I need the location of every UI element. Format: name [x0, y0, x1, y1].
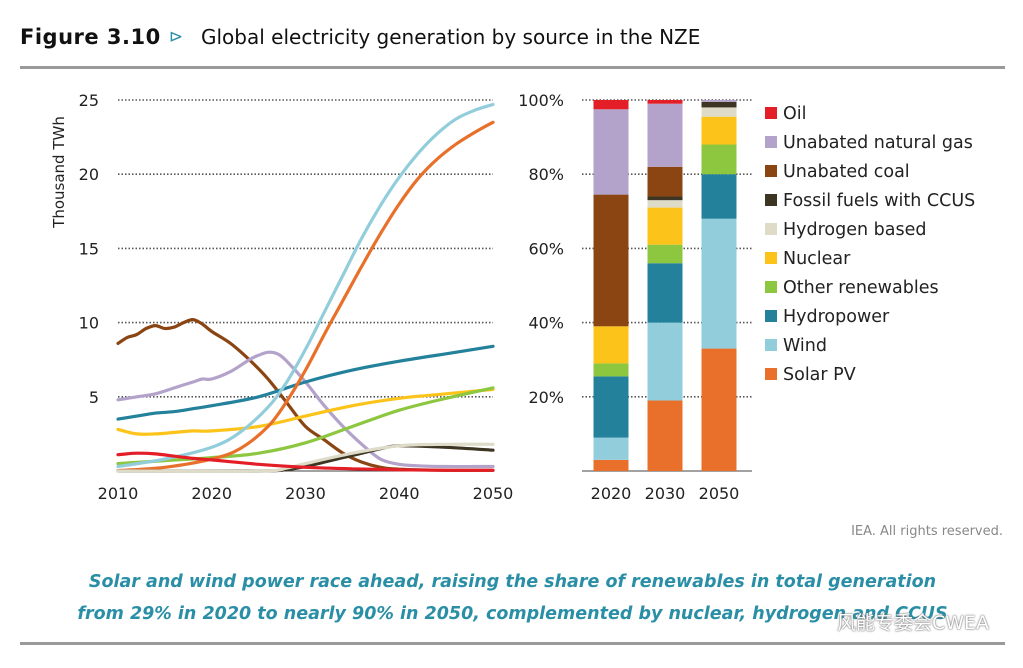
x-tick-label: 2030	[285, 484, 326, 503]
x-tick-label: 2020	[591, 484, 632, 503]
triangle-arrow-icon: ⊳	[168, 27, 183, 47]
bar-segment-2050-nuclear	[701, 116, 737, 145]
bar-segment-2050-hydropower	[701, 174, 737, 219]
line-series-solar-pv	[116, 120, 495, 473]
legend-label: Hydropower	[783, 307, 890, 327]
bar-segment-2030-nuclear	[647, 207, 683, 245]
stacked-bar-chart: 20% 40% 60% 80% 100% 2020 2030 2050	[518, 91, 752, 503]
legend-label: Unabated coal	[783, 162, 910, 182]
y-tick-label: 80%	[528, 165, 564, 184]
chart-legend: Oil Unabated natural gas Unabated coal Foss…	[765, 104, 975, 385]
legend-item-fossil-fuels-with-ccus: Fossil fuels with CCUS	[765, 191, 975, 211]
caption-line-2: from 29% in 2020 to nearly 90% in 2050, …	[77, 604, 948, 624]
legend-label: Other renewables	[783, 278, 939, 298]
legend-item-unabated-natural-gas: Unabated natural gas	[765, 133, 973, 153]
legend-swatch	[765, 194, 777, 206]
legend-swatch	[765, 368, 777, 380]
caption-line-1: Solar and wind power race ahead, raising…	[88, 572, 937, 592]
bar-segment-2030-unabated-coal	[647, 166, 683, 197]
y-tick-label: 60%	[528, 239, 564, 258]
x-tick-label: 2050	[699, 484, 740, 503]
bar-segment-2030-unabated-natural-gas	[647, 103, 683, 167]
bar-segment-2030-wind	[647, 322, 683, 401]
legend-label: Wind	[783, 336, 827, 356]
legend-item-other-renewables: Other renewables	[765, 278, 939, 298]
y-tick-label: 15	[79, 239, 99, 258]
figure-label: Figure 3.10	[20, 25, 161, 49]
figure-header: Figure 3.10 ⊳ Global electricity generat…	[20, 20, 700, 54]
bar-segment-2020-unabated-coal	[593, 194, 629, 327]
legend-swatch	[765, 136, 777, 148]
line-series-other-renewables	[116, 386, 495, 466]
bar-segment-2020-solar-pv	[593, 459, 629, 471]
bar-segment-2050-wind	[701, 218, 737, 349]
bar-segment-2050-fossil-fuels-with-ccus	[701, 101, 737, 108]
bar-segment-2030-oil	[647, 100, 683, 104]
figure-title: Global electricity generation by source …	[201, 25, 701, 49]
legend-item-hydropower: Hydropower	[765, 307, 890, 327]
legend-label: Unabated natural gas	[783, 133, 973, 153]
legend-swatch	[765, 281, 777, 293]
bar-segment-2020-nuclear	[593, 326, 629, 364]
bar-segment-2020-other-renewables	[593, 363, 629, 377]
bar-segment-2030-fossil-fuels-with-ccus	[647, 196, 683, 201]
y-tick-label: 40%	[528, 314, 564, 333]
bar-segment-2050-other-renewables	[701, 144, 737, 175]
y-tick-label: 100%	[518, 91, 564, 110]
bar-segment-2020-wind	[593, 437, 629, 460]
bar-segment-2030-hydropower	[647, 263, 683, 323]
y-tick-label: 20	[79, 165, 99, 184]
x-tick-label: 2050	[473, 484, 514, 503]
legend-swatch	[765, 339, 777, 351]
legend-swatch	[765, 310, 777, 322]
legend-label: Nuclear	[783, 249, 851, 269]
legend-item-oil: Oil	[765, 104, 807, 124]
line-series-unabated-natural-gas	[116, 350, 495, 469]
y-tick-label: 20%	[528, 388, 564, 407]
bottom-divider	[20, 642, 1005, 645]
y-tick-label: 10	[79, 314, 99, 333]
x-tick-label: 2010	[98, 484, 139, 503]
legend-item-solar-pv: Solar PV	[765, 365, 856, 385]
legend-item-hydrogen-based: Hydrogen based	[765, 220, 927, 240]
legend-swatch	[765, 223, 777, 235]
y-tick-label: 25	[79, 91, 99, 110]
line-series-nuclear	[116, 387, 495, 436]
line-series-hydrogen-based	[116, 442, 495, 473]
line-series-unabated-coal	[116, 317, 495, 472]
line-series-oil	[116, 451, 495, 472]
figure-caption: Solar and wind power race ahead, raising…	[20, 566, 1005, 630]
legend-item-wind: Wind	[765, 336, 827, 356]
copyright-note: IEA. All rights reserved.	[851, 524, 1003, 539]
line-series-hydropower	[116, 344, 495, 421]
line-chart: 5 10 15 20 25 2010 2020 2030 2040 2050 Thousand TW…	[50, 91, 513, 503]
bar-segment-2020-hydropower	[593, 376, 629, 438]
top-divider	[20, 66, 1005, 69]
watermark: 风能专委会CWEA	[836, 612, 989, 634]
bar-segment-2030-solar-pv	[647, 400, 683, 471]
y-axis-label: Thousand TWh	[50, 116, 68, 229]
legend-label: Solar PV	[783, 365, 856, 385]
bar-segment-2050-solar-pv	[701, 348, 737, 471]
bar-segment-2020-oil	[593, 100, 629, 110]
legend-label: Hydrogen based	[783, 220, 927, 240]
line-series-wind	[116, 102, 495, 469]
bar-segment-2020-unabated-natural-gas	[593, 109, 629, 195]
legend-item-nuclear: Nuclear	[765, 249, 851, 269]
legend-swatch	[765, 107, 777, 119]
y-tick-label: 5	[89, 388, 99, 407]
bar-segment-2050-unabated-natural-gas	[701, 100, 737, 102]
legend-label: Oil	[783, 104, 807, 124]
chart-area: 5 10 15 20 25 2010 2020 2030 2040 2050 Thousand TW…	[50, 91, 975, 503]
legend-swatch	[765, 252, 777, 264]
x-tick-label: 2020	[191, 484, 232, 503]
legend-label: Fossil fuels with CCUS	[783, 191, 975, 211]
x-tick-label: 2030	[645, 484, 686, 503]
bar-segment-2030-other-renewables	[647, 244, 683, 264]
legend-swatch	[765, 165, 777, 177]
x-tick-label: 2040	[379, 484, 420, 503]
bar-segment-2050-hydrogen-based	[701, 107, 737, 117]
bar-segment-2030-hydrogen-based	[647, 200, 683, 208]
legend-item-unabated-coal: Unabated coal	[765, 162, 910, 182]
